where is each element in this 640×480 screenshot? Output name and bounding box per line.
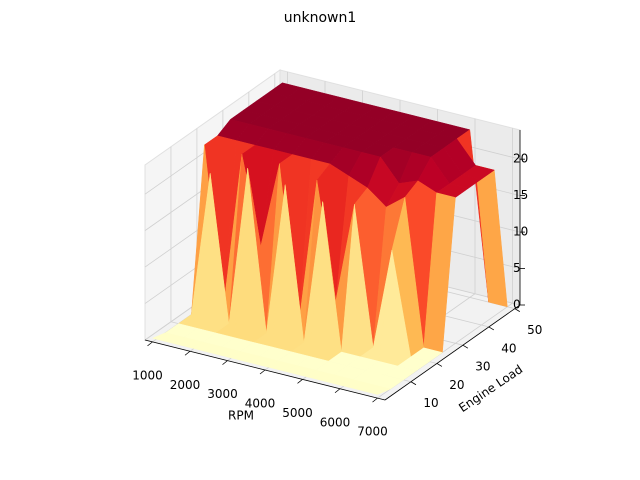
- tick-mark: [514, 308, 521, 312]
- tick-mark: [259, 369, 266, 375]
- tick-mark: [410, 381, 417, 386]
- tick-mark: [297, 379, 303, 384]
- z-tick-label: 10: [513, 225, 528, 239]
- x-tick-label: 3000: [207, 387, 238, 401]
- tick-mark: [462, 344, 469, 349]
- tick-mark: [488, 326, 495, 331]
- tick-mark: [334, 388, 341, 394]
- y-tick-label: 20: [449, 378, 464, 392]
- x-tick-label: 2000: [170, 378, 201, 392]
- axis-line: [384, 304, 521, 401]
- tick-mark: [222, 360, 228, 365]
- surface-cell: [358, 384, 392, 395]
- y-tick-label: 30: [475, 360, 490, 374]
- x-tick-label: 5000: [282, 406, 313, 420]
- y-tick-label: 50: [527, 323, 542, 337]
- axis-line: [144, 339, 386, 401]
- tick-mark: [147, 341, 153, 347]
- x-axis-label: RPM: [228, 409, 254, 423]
- x-tick-label: 4000: [245, 397, 276, 411]
- tick-mark: [372, 397, 378, 403]
- y-tick-label: 10: [423, 396, 438, 410]
- x-tick-label: 1000: [132, 368, 163, 382]
- z-tick-label: 5: [513, 261, 521, 275]
- tick-mark: [184, 350, 191, 356]
- z-tick-label: 15: [513, 188, 528, 202]
- z-tick-label: 0: [513, 298, 521, 312]
- x-tick-label: 7000: [357, 425, 388, 439]
- chart-title: unknown1: [284, 10, 357, 26]
- x-tick-label: 6000: [320, 415, 351, 429]
- y-tick-label: 40: [501, 341, 516, 355]
- z-tick-label: 20: [513, 152, 528, 166]
- tick-mark: [436, 363, 443, 367]
- y-axis-label: Engine Load: [456, 362, 525, 415]
